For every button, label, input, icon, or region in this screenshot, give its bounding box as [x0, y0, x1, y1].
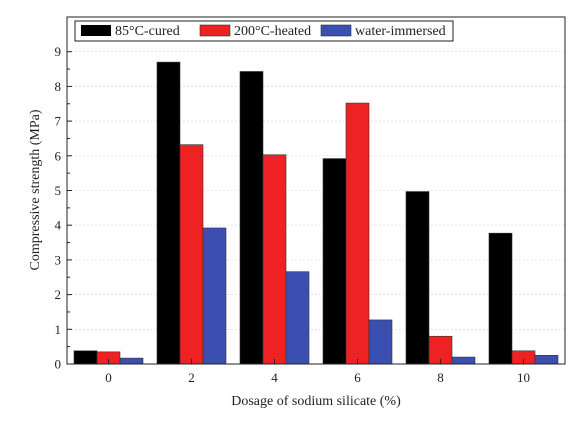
- y-axis: 0 1 2 3 4 5 6 7 8 9: [55, 44, 72, 372]
- bar-200-c-heated-2: [179, 144, 204, 365]
- bar-85-c-cured-4: [239, 71, 264, 365]
- bar-water-immersed-10: [534, 355, 559, 365]
- bar-200-c-heated-6: [345, 102, 370, 365]
- x-tick-label: 10: [517, 370, 530, 385]
- legend: 85°C-cured 200°C-heated water-immersed: [74, 20, 454, 42]
- legend-label-85c-cured: 85°C-cured: [115, 24, 180, 39]
- legend-frame: [74, 20, 454, 42]
- bars: [73, 61, 559, 365]
- y-tick-label: 7: [55, 114, 62, 129]
- x-axis-label: Dosage of sodium silicate (%): [231, 394, 401, 409]
- grid-lines: [67, 51, 565, 330]
- y-tick-label: 2: [55, 287, 62, 302]
- y-tick-label: 1: [55, 322, 62, 337]
- bar-85-c-cured-0: [73, 350, 98, 365]
- legend-label-water-immersed: water-immersed: [355, 24, 446, 39]
- x-axis: 0 2 4 6 8 10: [105, 359, 530, 385]
- x-tick-label: 8: [437, 370, 444, 385]
- x-tick-label: 4: [271, 370, 278, 385]
- legend-swatch-water-immersed: [320, 24, 352, 37]
- y-tick-label: 8: [55, 79, 62, 94]
- bar-85-c-cured-6: [322, 158, 347, 365]
- legend-label-200c-heated: 200°C-heated: [234, 24, 311, 39]
- bar-water-immersed-4: [285, 271, 310, 365]
- y-tick-label: 9: [55, 44, 62, 59]
- y-tick-label: 6: [55, 148, 62, 163]
- y-tick-label: 3: [55, 252, 62, 267]
- bar-85-c-cured-10: [488, 232, 513, 365]
- x-tick-label: 0: [105, 370, 112, 385]
- bar-85-c-cured-2: [156, 61, 181, 365]
- bar-water-immersed-2: [202, 227, 227, 365]
- y-axis-label: Compressive strength (MPa): [28, 109, 43, 270]
- legend-swatch-85c-cured: [81, 25, 111, 36]
- bar-water-immersed-8: [451, 356, 476, 365]
- bar-water-immersed-6: [368, 319, 393, 365]
- y-tick-label: 0: [55, 357, 62, 372]
- x-tick-label: 6: [354, 370, 361, 385]
- x-tick-label: 2: [188, 370, 195, 385]
- y-tick-label: 5: [55, 183, 62, 198]
- legend-swatch-200c-heated: [199, 24, 231, 37]
- bar-water-immersed-0: [119, 357, 144, 365]
- bar-200-c-heated-4: [262, 154, 287, 365]
- bar-85-c-cured-8: [405, 191, 430, 365]
- y-tick-label: 4: [55, 218, 62, 233]
